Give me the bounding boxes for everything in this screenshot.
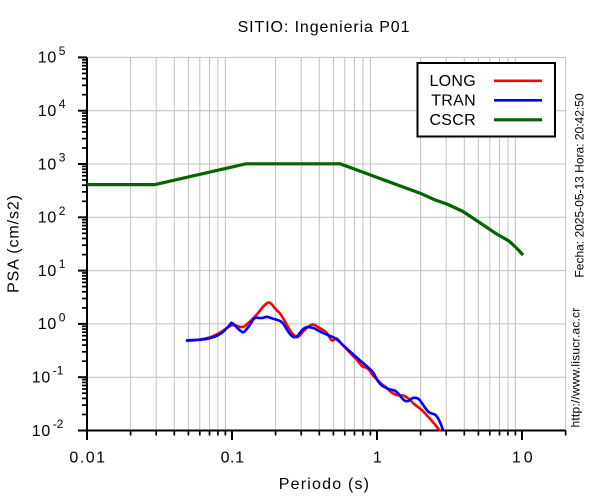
svg-text:10: 10 bbox=[32, 370, 51, 387]
svg-text:10: 10 bbox=[38, 103, 57, 120]
svg-text:1: 1 bbox=[373, 450, 382, 467]
svg-text:0: 0 bbox=[59, 310, 66, 324]
svg-text:10: 10 bbox=[38, 263, 57, 280]
svg-text:2: 2 bbox=[59, 204, 66, 218]
svg-text:http://www.lisucr.ac.cr: http://www.lisucr.ac.cr bbox=[569, 308, 583, 428]
svg-text:LONG: LONG bbox=[429, 73, 476, 90]
svg-text:5: 5 bbox=[59, 44, 66, 58]
svg-text:1: 1 bbox=[59, 257, 66, 271]
svg-text:Periodo (s): Periodo (s) bbox=[279, 476, 370, 493]
svg-text:0.1: 0.1 bbox=[221, 450, 245, 467]
svg-text:Fecha: 2025-05-13 Hora: 20:42: Fecha: 2025-05-13 Hora: 20:42:50 bbox=[573, 93, 587, 277]
svg-text:-2: -2 bbox=[53, 417, 64, 431]
svg-text:CSCR: CSCR bbox=[429, 112, 476, 129]
svg-text:10: 10 bbox=[32, 423, 51, 440]
svg-text:3: 3 bbox=[59, 151, 66, 165]
svg-text:10: 10 bbox=[38, 50, 57, 67]
svg-text:4: 4 bbox=[59, 97, 66, 111]
svg-text:10: 10 bbox=[38, 316, 57, 333]
svg-text:0.01: 0.01 bbox=[69, 450, 106, 467]
svg-text:SITIO: Ingenieria P01: SITIO: Ingenieria P01 bbox=[238, 19, 411, 36]
svg-text:TRAN: TRAN bbox=[431, 93, 476, 110]
svg-text:10: 10 bbox=[512, 450, 536, 467]
svg-text:10: 10 bbox=[38, 210, 57, 227]
svg-text:10: 10 bbox=[38, 156, 57, 173]
svg-text:PSA (cm/s2): PSA (cm/s2) bbox=[6, 194, 23, 293]
svg-text:-1: -1 bbox=[53, 364, 64, 378]
